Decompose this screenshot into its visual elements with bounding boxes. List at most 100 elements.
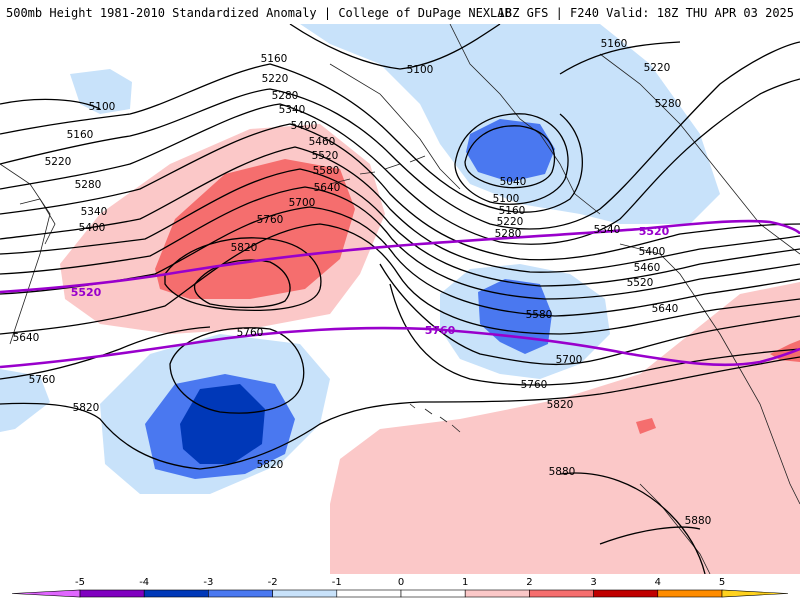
colorbar-tick-label: 0: [398, 577, 404, 588]
colorbar-segment: [657, 589, 723, 598]
contour-5520: [0, 186, 800, 300]
label-5220-ne: 5220: [644, 62, 671, 74]
highlight-label-5520-east: 5520: [639, 225, 670, 238]
label-5100-center: 5100: [493, 193, 520, 205]
highlight-label-5760: 5760: [425, 324, 456, 337]
highlight-contours: [0, 219, 800, 369]
coastline-japan: [19, 198, 56, 245]
anomaly-shading: [0, 24, 800, 574]
colorbar-segment: [593, 589, 659, 598]
contour-5760-loop: [169, 327, 305, 414]
label-5820-east: 5820: [547, 399, 574, 411]
neg2-anomaly-alaska: [466, 119, 555, 182]
label-5880-east: 5880: [685, 515, 712, 527]
label-5760-loop: 5760: [237, 327, 264, 339]
highlight-label-5520-west: 5520: [71, 286, 102, 299]
label-5220-left: 5220: [45, 156, 72, 168]
colorbar-arrow-high: [721, 589, 789, 598]
colorbar-legend: -5 -4 -3 -2 -1 0 1 2 3 4 5: [11, 577, 789, 598]
contour-5880-south: [559, 472, 706, 574]
label-5280-left: 5280: [75, 179, 102, 191]
contour-5280: [0, 78, 800, 245]
label-5760-top: 5760: [257, 214, 284, 226]
map-title: 500mb Height 1981-2010 Standardized Anom…: [6, 6, 512, 20]
label-5160-ne: 5160: [601, 38, 628, 50]
colorbar-segment: [400, 589, 466, 598]
neg3-anomaly-west: [180, 384, 265, 464]
label-5820-north: 5820: [231, 242, 258, 254]
model-valid-time: 18Z GFS | F240 Valid: 18Z THU APR 03 202…: [497, 6, 794, 20]
contour-5160-northeast: [559, 41, 681, 75]
contour-5040: [464, 125, 556, 189]
label-5160-left: 5160: [67, 129, 94, 141]
neg-anomaly-region-edge: [0, 369, 50, 432]
label-5760-south: 5760: [521, 379, 548, 391]
coastline-west-coast: [619, 243, 800, 505]
label-5640-east: 5640: [652, 303, 679, 315]
pos-anomaly-region-south: [330, 282, 800, 574]
contour-5820-south: [0, 356, 800, 470]
colorbar-bar: [11, 589, 789, 598]
label-5460-top: 5460: [309, 136, 336, 148]
colorbar-tick-label: -1: [332, 577, 342, 588]
contour-5220: [0, 41, 800, 230]
anomaly-map: 5040 5100 5100 5100 5160 5160 5160 5160 …: [0, 24, 800, 574]
contour-5100-north: [289, 24, 501, 70]
coastline-hawaii: [409, 403, 461, 433]
colorbar-segment: [529, 589, 594, 598]
colorbar-tick-label: -5: [75, 577, 85, 588]
colorbar-segment: [336, 589, 402, 598]
colorbar-arrow-low: [11, 589, 81, 598]
label-5580-top: 5580: [313, 165, 340, 177]
colorbar-segment: [208, 589, 273, 598]
label-5460-east: 5460: [634, 262, 661, 274]
contour-5460: [0, 168, 800, 287]
label-5400-east: 5400: [639, 246, 666, 258]
label-5340-top: 5340: [279, 104, 306, 116]
contour-5100-west: [0, 98, 101, 110]
contour-5340: [0, 123, 800, 261]
label-5400-top: 5400: [291, 120, 318, 132]
contour-5100-loop: [454, 113, 569, 205]
label-5160-center: 5160: [499, 205, 526, 217]
contour-5160: [0, 63, 583, 213]
colorbar-tick-label: 1: [462, 577, 468, 588]
label-5280-top: 5280: [272, 90, 299, 102]
highlight-contour-5520: [0, 219, 800, 294]
colorbar-tick-label: 2: [526, 577, 532, 588]
coastline-aleutians: [329, 155, 426, 185]
contour-labels: 5040 5100 5100 5100 5160 5160 5160 5160 …: [13, 38, 712, 527]
pos2-anomaly-north: [155, 159, 355, 299]
contour-5400: [0, 146, 800, 273]
colorbar-tick-label: 4: [655, 577, 661, 588]
contour-5760-west: [0, 326, 211, 380]
label-5700-gulf: 5700: [556, 354, 583, 366]
colorbar-tick-label: -3: [203, 577, 213, 588]
colorbar-ticks: -5 -4 -3 -2 -1 0 1 2 3 4 5: [75, 577, 725, 588]
coastlines: [0, 24, 800, 574]
colorbar-segment: [464, 589, 530, 598]
label-5580-gulf: 5580: [526, 309, 553, 321]
label-5040: 5040: [500, 176, 527, 188]
colorbar-segment: [272, 589, 338, 598]
coastline-nw-canada: [599, 53, 800, 255]
contour-5640: [0, 223, 800, 335]
header-bar: 500mb Height 1981-2010 Standardized Anom…: [0, 0, 800, 24]
label-5700-top: 5700: [289, 197, 316, 209]
colorbar-tick-label: 3: [590, 577, 596, 588]
label-5880-south: 5880: [549, 466, 576, 478]
contour-5880-center: [599, 526, 701, 545]
contour-5820-north: [193, 259, 291, 309]
colorbar-tick-label: 5: [719, 577, 725, 588]
label-5400-left: 5400: [79, 222, 106, 234]
colorbar-segment: [79, 589, 145, 598]
label-5820-left: 5820: [73, 402, 100, 414]
label-5280-center: 5280: [495, 228, 522, 240]
neg-anomaly-region-topleft: [70, 69, 132, 114]
colorbar-tick-label: -4: [139, 577, 149, 588]
highlight-contour-5760: [0, 326, 800, 369]
contour-5700: [164, 237, 322, 312]
colorbar-segment: [143, 589, 209, 598]
colorbar-tick-label: -2: [268, 577, 278, 588]
label-5520-top: 5520: [312, 150, 339, 162]
